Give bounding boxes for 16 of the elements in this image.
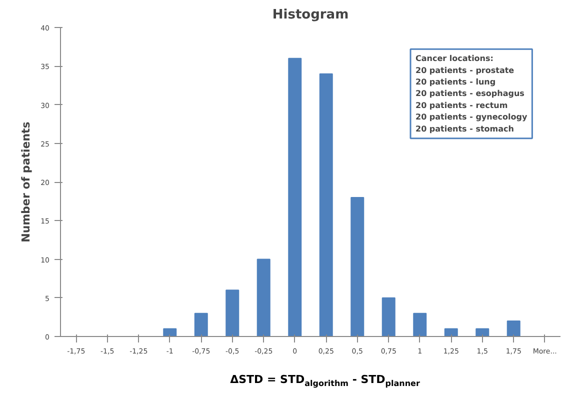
bar (226, 290, 240, 336)
bar (288, 58, 302, 336)
annotation: Cancer locations: 20 patients - prostate 20 patients - lung 20 patients - esophagus 20 patients - rectum 20 patients - gynecology 20 patients - stomach (416, 54, 528, 134)
bar (319, 73, 333, 336)
bar (194, 312, 208, 336)
bar (256, 258, 270, 336)
x-axis-title: ΔSTD = STD$_{algorithm}$ - STD$_{planner}$ (229, 372, 421, 390)
bar (506, 320, 520, 336)
bar (163, 328, 177, 336)
bar (476, 328, 490, 336)
bar (350, 196, 364, 336)
chart-title: Histogram (272, 8, 349, 22)
y-axis-title: Number of patients (20, 121, 33, 242)
bar (382, 297, 396, 336)
bar (444, 328, 458, 336)
bar (413, 312, 427, 336)
